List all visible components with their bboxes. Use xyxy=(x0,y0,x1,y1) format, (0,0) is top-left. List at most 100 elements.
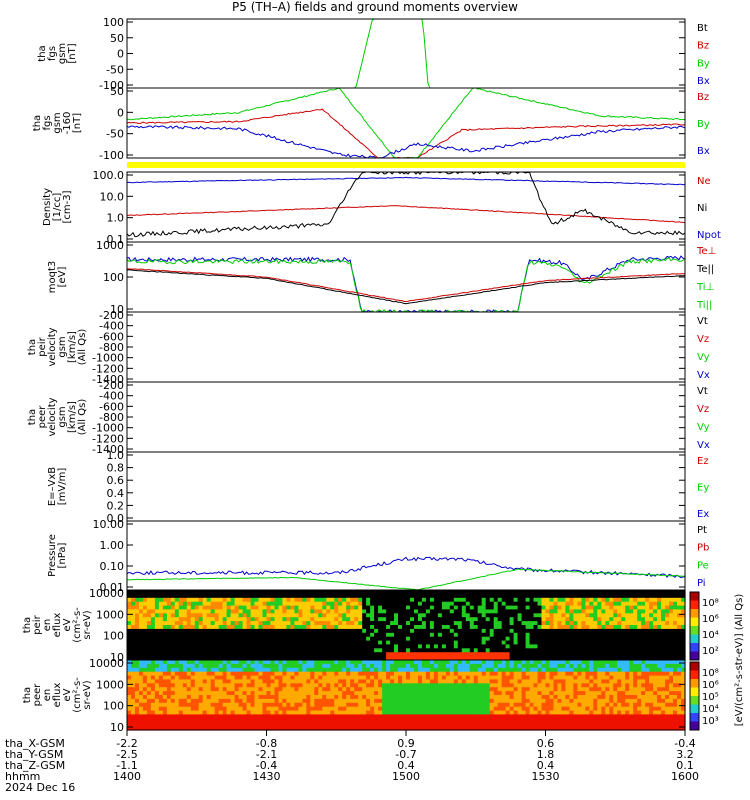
spectrogram-panel-2 xyxy=(127,660,686,731)
y-tick-label: 0.4 xyxy=(107,487,125,500)
legend-Vt: Vt xyxy=(697,316,708,327)
legend-Ni: Ni xyxy=(697,203,707,214)
x-tick-z: 0.1 xyxy=(676,759,694,772)
trace-p4-ti-par xyxy=(126,257,686,313)
y-axis-label: peer xyxy=(32,683,43,707)
y-tick-label: -600 xyxy=(99,330,124,343)
x-row-label: tha_Z-GSM xyxy=(5,759,65,772)
y-tick-label: 10.0 xyxy=(100,190,125,203)
x-tick-x: 0.9 xyxy=(397,737,415,750)
y-tick-label: 10000 xyxy=(89,657,124,670)
panel-1: 100 50 0 -50 -100 tha fgs gsm [nT] Bt Bz By Bx xyxy=(37,16,710,92)
y-axis-label: -160 xyxy=(62,112,73,135)
y-tick-label: 0 xyxy=(117,48,124,61)
x-tick-y: -2.5 xyxy=(116,748,137,761)
y-axis-label: (All Qs) xyxy=(77,329,88,366)
x-row-label: tha_Y-GSM xyxy=(5,748,63,761)
y-tick-label: 100 xyxy=(103,16,124,29)
y-tick-label: 1000 xyxy=(96,608,124,621)
colorbar-tick-label: 10⁴ xyxy=(702,630,719,641)
trace-p3-npot xyxy=(126,176,686,186)
y-axis-label: [mV/m] xyxy=(57,468,68,506)
trace-p8-pi xyxy=(126,556,685,579)
colorbar-tick-label: 10² xyxy=(702,646,719,657)
colorbar-tick-label: 10³ xyxy=(702,716,719,727)
y-tick-label: 0 xyxy=(117,106,124,119)
y-tick-label: -1000 xyxy=(92,422,124,435)
y-axis-label: (All Qs) xyxy=(77,399,88,436)
x-tick-z: -1.1 xyxy=(116,759,137,772)
legend-Bx: Bx xyxy=(697,146,710,157)
y-axis-label: sr-eV) xyxy=(82,680,93,709)
x-tick-hhmm: 1600 xyxy=(671,770,699,783)
legend-Ey: Ey xyxy=(697,483,709,494)
y-axis-label: eV xyxy=(62,688,73,701)
legend-Te||: Te|| xyxy=(696,264,714,275)
y-tick-label: -400 xyxy=(99,390,124,403)
y-axis-label: [km/s] xyxy=(67,401,78,433)
y-axis-label: (cm²-s- xyxy=(72,607,83,643)
page-title: P5 (TH–A) fields and ground moments over… xyxy=(232,0,518,14)
y-axis-label: peer xyxy=(37,405,48,429)
y-axis-label: fgs xyxy=(42,115,53,130)
y-axis-label: velocity xyxy=(47,327,58,366)
y-axis-label: [1/cc] xyxy=(52,193,63,222)
y-axis-label: velocity xyxy=(47,397,58,436)
data-gap-bar xyxy=(127,162,685,168)
x-tick-x: -2.2 xyxy=(116,737,137,750)
y-axis-label: eflux xyxy=(52,683,63,708)
y-tick-label: -400 xyxy=(99,320,124,333)
y-tick-label: 100.0 xyxy=(93,169,125,182)
x-row-label: hhmm xyxy=(5,770,40,783)
panel-frame xyxy=(126,451,686,522)
legend-Pb: Pb xyxy=(697,543,709,554)
spectrogram-panel-1 xyxy=(127,590,686,661)
x-row-label: tha_X-GSM xyxy=(5,737,65,750)
y-tick-label: -50 xyxy=(106,128,124,141)
x-tick-hhmm: 1430 xyxy=(253,770,281,783)
x-tick-hhmm: 1400 xyxy=(113,770,141,783)
legend-Vy: Vy xyxy=(697,422,710,433)
colorbar-tick-label: 10⁸ xyxy=(702,668,719,679)
legend-Vz: Vz xyxy=(697,334,709,345)
y-axis-label: [nPa] xyxy=(57,542,68,568)
x-tick-hhmm: 1530 xyxy=(532,770,560,783)
legend-Vy: Vy xyxy=(697,352,710,363)
y-tick-label: -800 xyxy=(99,411,124,424)
y-axis-label: fgs xyxy=(47,46,58,61)
legend-Pi: Pi xyxy=(697,578,706,589)
y-tick-label: 10 xyxy=(110,651,124,664)
x-axis: -2.2-2.5-1.11400-0.8-2.1-0.414300.9-0.70… xyxy=(5,730,699,794)
colorbar-frame xyxy=(689,591,700,661)
x-tick-y: 3.2 xyxy=(676,748,694,761)
colorbar-tick-label: 10⁶ xyxy=(702,614,719,625)
y-tick-label: 0.0 xyxy=(107,512,125,525)
y-axis-label: [nT] xyxy=(72,113,83,133)
legend-Ex: Ex xyxy=(697,509,709,520)
legend-Bz: Bz xyxy=(697,41,709,52)
y-tick-label: 10.00 xyxy=(93,518,125,531)
legend-Npot: Npot xyxy=(697,230,721,241)
y-tick-label: 0.6 xyxy=(107,474,125,487)
y-axis-label: [km/s] xyxy=(67,331,78,363)
y-axis-label: en xyxy=(42,619,53,632)
y-axis-label: peir xyxy=(32,614,43,634)
trace-p3-ne xyxy=(126,205,686,224)
legend-Pe: Pe xyxy=(697,560,709,571)
y-axis-label: E=–VxB xyxy=(47,467,58,506)
y-axis-label: tha xyxy=(22,687,33,703)
y-tick-label: 1.0 xyxy=(107,449,125,462)
trace-p3-ni xyxy=(126,171,686,238)
y-tick-label: -200 xyxy=(99,379,124,392)
y-tick-label: 50 xyxy=(110,32,124,45)
y-axis-label: tha xyxy=(27,409,38,425)
y-axis-label: tha xyxy=(32,115,43,131)
legend-Ez: Ez xyxy=(697,456,709,467)
y-tick-label: 1.00 xyxy=(100,539,125,552)
panel-frame xyxy=(126,18,686,89)
y-tick-label: 0.10 xyxy=(100,560,125,573)
panel-5: -200-400-600-800-1000-1200-1400 tha peir ve… xyxy=(27,309,710,386)
trace-p2-by xyxy=(126,87,686,159)
y-axis-label: [nT] xyxy=(67,43,78,63)
